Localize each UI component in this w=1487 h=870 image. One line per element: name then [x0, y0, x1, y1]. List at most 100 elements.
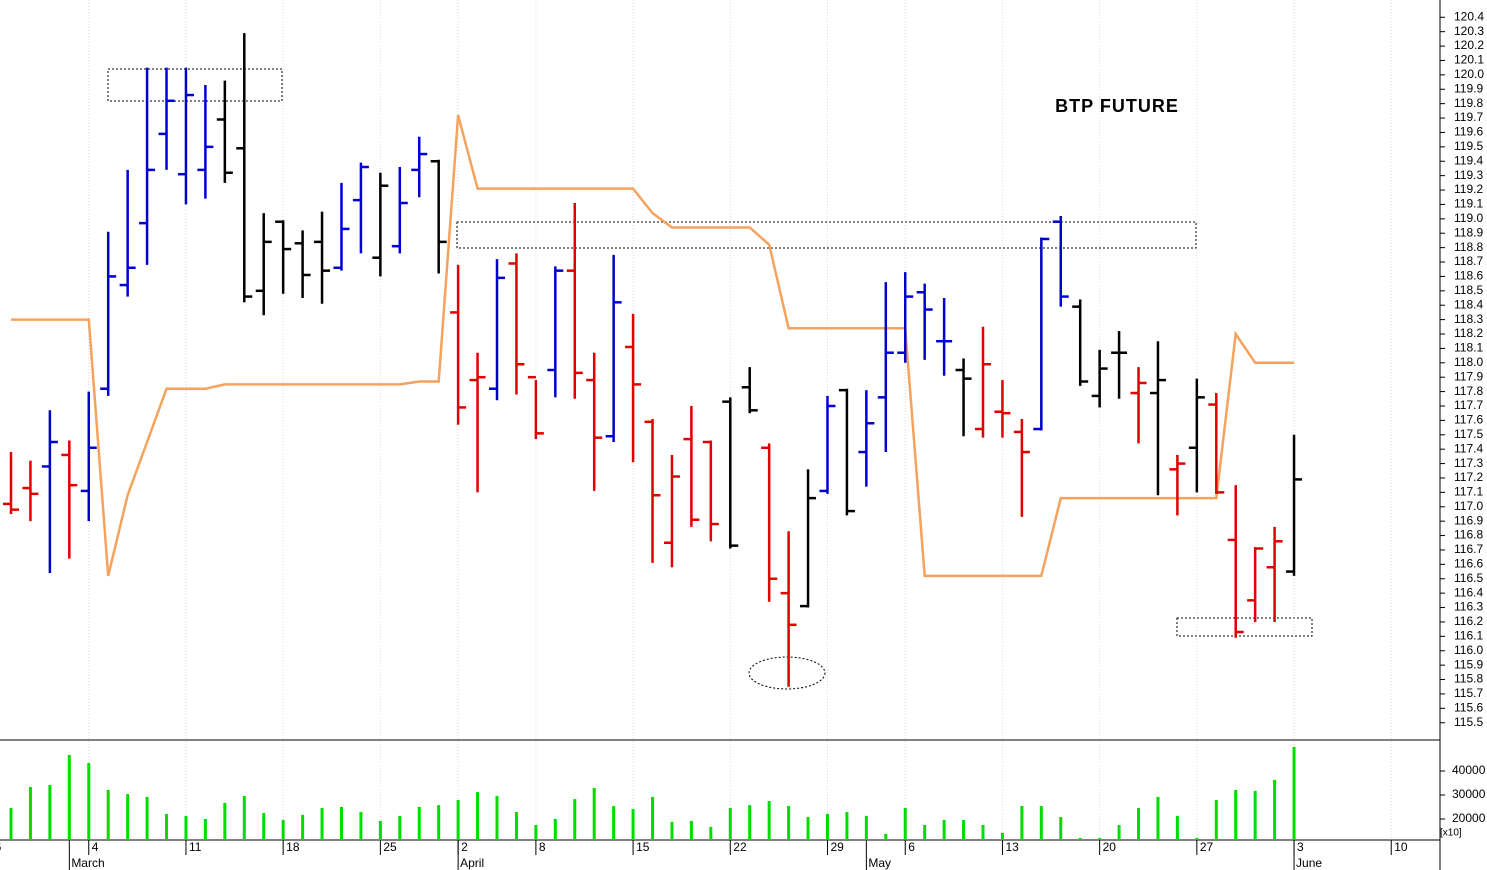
- volume-bar: [1039, 806, 1043, 840]
- volume-bar: [1078, 837, 1082, 840]
- volume-bar: [612, 806, 616, 840]
- y-tick-label: 118.4: [1454, 297, 1483, 311]
- volume-bar: [767, 801, 771, 840]
- volume-bar: [748, 805, 752, 840]
- volume-bar: [514, 812, 518, 840]
- y-tick-label: 117.9: [1454, 369, 1483, 383]
- volume-bar: [845, 812, 849, 840]
- x-tick-label: 29: [830, 840, 844, 854]
- y-tick-label: 116.1: [1454, 629, 1483, 643]
- y-tick-label: 119.6: [1454, 125, 1483, 139]
- x-tick-label: 6: [0, 840, 2, 854]
- y-tick-label: 117.7: [1454, 398, 1483, 412]
- y-tick-label: 119.0: [1454, 211, 1483, 225]
- x-tick-label: 13: [1005, 840, 1019, 854]
- volume-bar: [1059, 817, 1063, 840]
- volume-bar: [87, 763, 91, 840]
- volume-bar: [1273, 779, 1277, 840]
- y-tick-label: 40000: [1452, 763, 1486, 777]
- x-tick-label: 4: [92, 840, 99, 854]
- y-tick-label: 119.9: [1454, 81, 1483, 95]
- volume-bar: [1020, 806, 1024, 840]
- volume-bar: [1098, 837, 1102, 840]
- volume-bar: [553, 819, 557, 840]
- volume-bar: [534, 825, 538, 840]
- x-tick-label: 8: [539, 840, 546, 854]
- volume-bar: [48, 784, 52, 840]
- volume-bar: [1000, 832, 1004, 840]
- volume-bar: [884, 833, 888, 840]
- y-tick-label: 117.6: [1454, 413, 1483, 427]
- y-tick-label: 116.8: [1454, 528, 1483, 542]
- y-tick-label: 120.2: [1454, 38, 1484, 52]
- volume-bar: [165, 813, 169, 840]
- x-tick-label: 11: [189, 840, 202, 854]
- y-tick-label: 116.7: [1454, 542, 1483, 556]
- volume-bar: [1117, 825, 1121, 840]
- volume-bar: [651, 796, 655, 840]
- unit-label: [x10]: [1440, 828, 1462, 839]
- volume-bar: [670, 821, 674, 840]
- y-tick-label: 118.5: [1454, 283, 1483, 297]
- volume-bar: [1214, 800, 1218, 840]
- volume-bar: [476, 792, 480, 840]
- volume-bar: [242, 795, 246, 840]
- y-tick-label: 117.4: [1454, 441, 1483, 455]
- volume-bar: [203, 819, 207, 840]
- y-tick-label: 117.0: [1454, 499, 1483, 513]
- y-tick-label: 119.8: [1454, 96, 1483, 110]
- y-tick-label: 115.5: [1454, 715, 1483, 729]
- x-tick-label: 15: [636, 840, 650, 854]
- y-tick-label: 118.1: [1454, 341, 1483, 355]
- y-tick-label: 117.1: [1454, 485, 1483, 499]
- volume-bar: [145, 796, 149, 840]
- volume-bar: [942, 819, 946, 840]
- volume-bar: [281, 819, 285, 840]
- month-label: June: [1296, 856, 1322, 870]
- volume-bar: [106, 789, 110, 840]
- volume-bar: [592, 788, 596, 840]
- x-tick-label: 20: [1103, 840, 1117, 854]
- y-tick-label: 116.4: [1454, 585, 1483, 599]
- volume-bar: [301, 814, 305, 840]
- y-tick-label: 116.9: [1454, 513, 1483, 527]
- y-tick-label: 118.0: [1454, 355, 1483, 369]
- y-tick-label: 115.8: [1454, 672, 1483, 686]
- y-tick-label: 118.9: [1454, 225, 1483, 239]
- y-tick-label: 30000: [1452, 787, 1486, 801]
- x-tick-label: 22: [733, 840, 747, 854]
- volume-bar: [378, 820, 382, 840]
- y-tick-label: 118.3: [1454, 312, 1483, 326]
- y-tick-label: 119.2: [1454, 182, 1483, 196]
- volume-bar: [320, 807, 324, 840]
- volume-bar: [1292, 747, 1296, 840]
- volume-bar: [962, 819, 966, 840]
- volume-bar: [864, 815, 868, 840]
- volume-bar: [28, 787, 32, 840]
- annotation-box: [456, 221, 1197, 249]
- volume-bar: [709, 826, 713, 840]
- volume-bar: [981, 825, 985, 840]
- volume-bar: [223, 802, 227, 840]
- volume-bar: [631, 808, 635, 840]
- volume-bar: [1253, 790, 1257, 840]
- volume-bar: [1175, 815, 1179, 840]
- y-tick-label: 119.4: [1454, 153, 1483, 167]
- volume-bar: [359, 812, 363, 840]
- x-tick-label: 3: [1297, 840, 1304, 854]
- annotation-box: [1176, 617, 1313, 637]
- volume-bar: [787, 806, 791, 840]
- y-tick-label: 118.7: [1454, 254, 1483, 268]
- x-tick-label: 10: [1394, 840, 1408, 854]
- volume-bar: [262, 813, 266, 840]
- volume-bar: [126, 794, 130, 840]
- volume-bar: [9, 807, 13, 840]
- annotation-box: [107, 68, 283, 102]
- volume-bar: [184, 815, 188, 840]
- y-tick-label: 115.6: [1454, 700, 1483, 714]
- x-tick-label: 2: [461, 840, 468, 854]
- volume-bar: [456, 800, 460, 840]
- month-label: March: [71, 856, 104, 870]
